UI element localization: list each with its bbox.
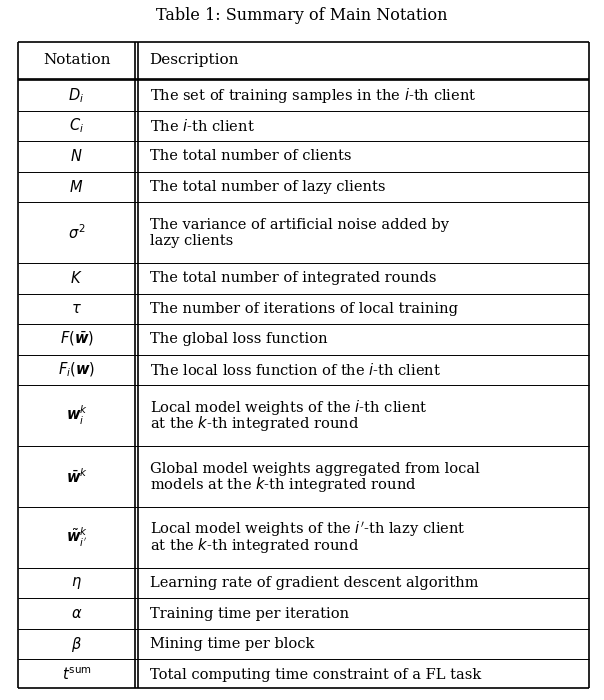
Text: $M$: $M$ — [69, 179, 83, 195]
Text: The global loss function: The global loss function — [150, 332, 327, 346]
Text: $N$: $N$ — [70, 148, 83, 164]
Text: The $i$-th client: The $i$-th client — [150, 118, 254, 134]
Text: $F_i(\boldsymbol{w})$: $F_i(\boldsymbol{w})$ — [58, 360, 95, 379]
Text: $\bar{\boldsymbol{w}}^k$: $\bar{\boldsymbol{w}}^k$ — [66, 467, 88, 486]
Text: The variance of artificial noise added by: The variance of artificial noise added b… — [150, 218, 449, 232]
Text: $\tau$: $\tau$ — [71, 302, 82, 316]
Text: The set of training samples in the $i$-th client: The set of training samples in the $i$-t… — [150, 86, 476, 105]
Text: The total number of clients: The total number of clients — [150, 150, 351, 164]
Text: $K$: $K$ — [70, 270, 83, 286]
Text: $\boldsymbol{w}_i^k$: $\boldsymbol{w}_i^k$ — [66, 404, 88, 427]
Text: at the $k$-th integrated round: at the $k$-th integrated round — [150, 414, 359, 433]
Text: The total number of integrated rounds: The total number of integrated rounds — [150, 272, 436, 286]
Text: The local loss function of the $i$-th client: The local loss function of the $i$-th cl… — [150, 362, 440, 378]
Text: $\tilde{\boldsymbol{w}}_{i'}^k$: $\tilde{\boldsymbol{w}}_{i'}^k$ — [66, 526, 88, 549]
Text: $\alpha$: $\alpha$ — [71, 607, 82, 621]
Text: Learning rate of gradient descent algorithm: Learning rate of gradient descent algori… — [150, 576, 478, 590]
Text: Local model weights of the $i$-th client: Local model weights of the $i$-th client — [150, 398, 427, 417]
Text: $\sigma^2$: $\sigma^2$ — [68, 223, 85, 242]
Text: Total computing time constraint of a FL task: Total computing time constraint of a FL … — [150, 668, 481, 682]
Text: Description: Description — [150, 53, 239, 67]
Text: at the $k$-th integrated round: at the $k$-th integrated round — [150, 536, 359, 555]
Text: models at the $k$-th integrated round: models at the $k$-th integrated round — [150, 475, 416, 494]
Text: Notation: Notation — [43, 53, 111, 67]
Text: Global model weights aggregated from local: Global model weights aggregated from loc… — [150, 461, 480, 475]
Text: The total number of lazy clients: The total number of lazy clients — [150, 180, 385, 194]
Text: $F(\bar{\boldsymbol{w}})$: $F(\bar{\boldsymbol{w}})$ — [60, 330, 94, 349]
Text: $D_i$: $D_i$ — [68, 86, 85, 105]
Text: $C_i$: $C_i$ — [69, 117, 84, 135]
Text: Table 1: Summary of Main Notation: Table 1: Summary of Main Notation — [156, 7, 448, 24]
Text: Mining time per block: Mining time per block — [150, 637, 314, 651]
Text: $\eta$: $\eta$ — [71, 575, 82, 591]
Text: The number of iterations of local training: The number of iterations of local traini… — [150, 302, 458, 316]
Text: $\beta$: $\beta$ — [71, 634, 82, 654]
Text: Local model weights of the $i'$-th lazy client: Local model weights of the $i'$-th lazy … — [150, 519, 465, 539]
Text: Training time per iteration: Training time per iteration — [150, 607, 349, 621]
Text: lazy clients: lazy clients — [150, 234, 233, 248]
Text: $t^{\mathrm{sum}}$: $t^{\mathrm{sum}}$ — [62, 666, 91, 682]
